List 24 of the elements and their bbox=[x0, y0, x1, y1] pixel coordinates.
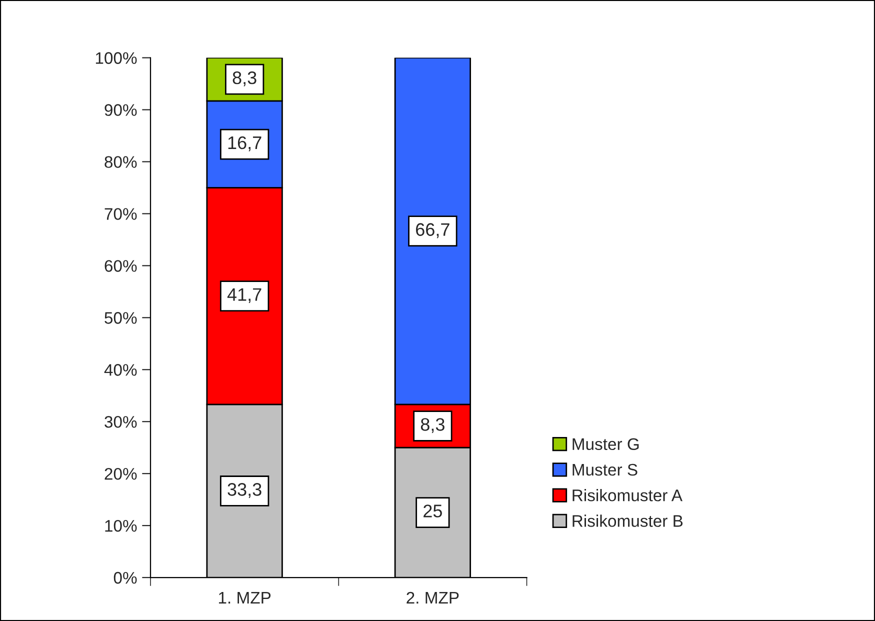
y-tick-label: 10% bbox=[105, 520, 137, 532]
y-tick-label: 0% bbox=[114, 572, 137, 584]
data-label: 41,7 bbox=[227, 288, 262, 304]
legend-label: Risikomuster B bbox=[572, 514, 683, 527]
data-label: 25 bbox=[424, 504, 442, 518]
y-tick-label: 80% bbox=[104, 156, 137, 168]
legend-label: Muster G bbox=[572, 438, 639, 450]
data-label: 8,3 bbox=[232, 71, 256, 86]
data-label: 16,7 bbox=[228, 136, 262, 152]
data-label: 66,7 bbox=[416, 223, 450, 238]
y-tick-label: 50% bbox=[104, 312, 137, 324]
legend-label: Muster S bbox=[572, 464, 638, 476]
data-label: 33,3 bbox=[228, 483, 262, 498]
y-tick-label: 20% bbox=[104, 468, 137, 480]
y-tick-label: 70% bbox=[104, 208, 137, 220]
y-tick-label: 100% bbox=[96, 52, 137, 64]
y-tick-label: 90% bbox=[104, 104, 137, 116]
legend-label: Risikomuster A bbox=[572, 489, 682, 502]
data-label: 8,3 bbox=[420, 418, 444, 433]
y-tick-label: 30% bbox=[104, 416, 137, 428]
x-tick-label: 2. MZP bbox=[406, 592, 459, 604]
x-tick-label: 1. MZP bbox=[218, 592, 271, 604]
y-tick-label: 40% bbox=[104, 364, 137, 376]
y-tick-label: 60% bbox=[104, 260, 137, 272]
